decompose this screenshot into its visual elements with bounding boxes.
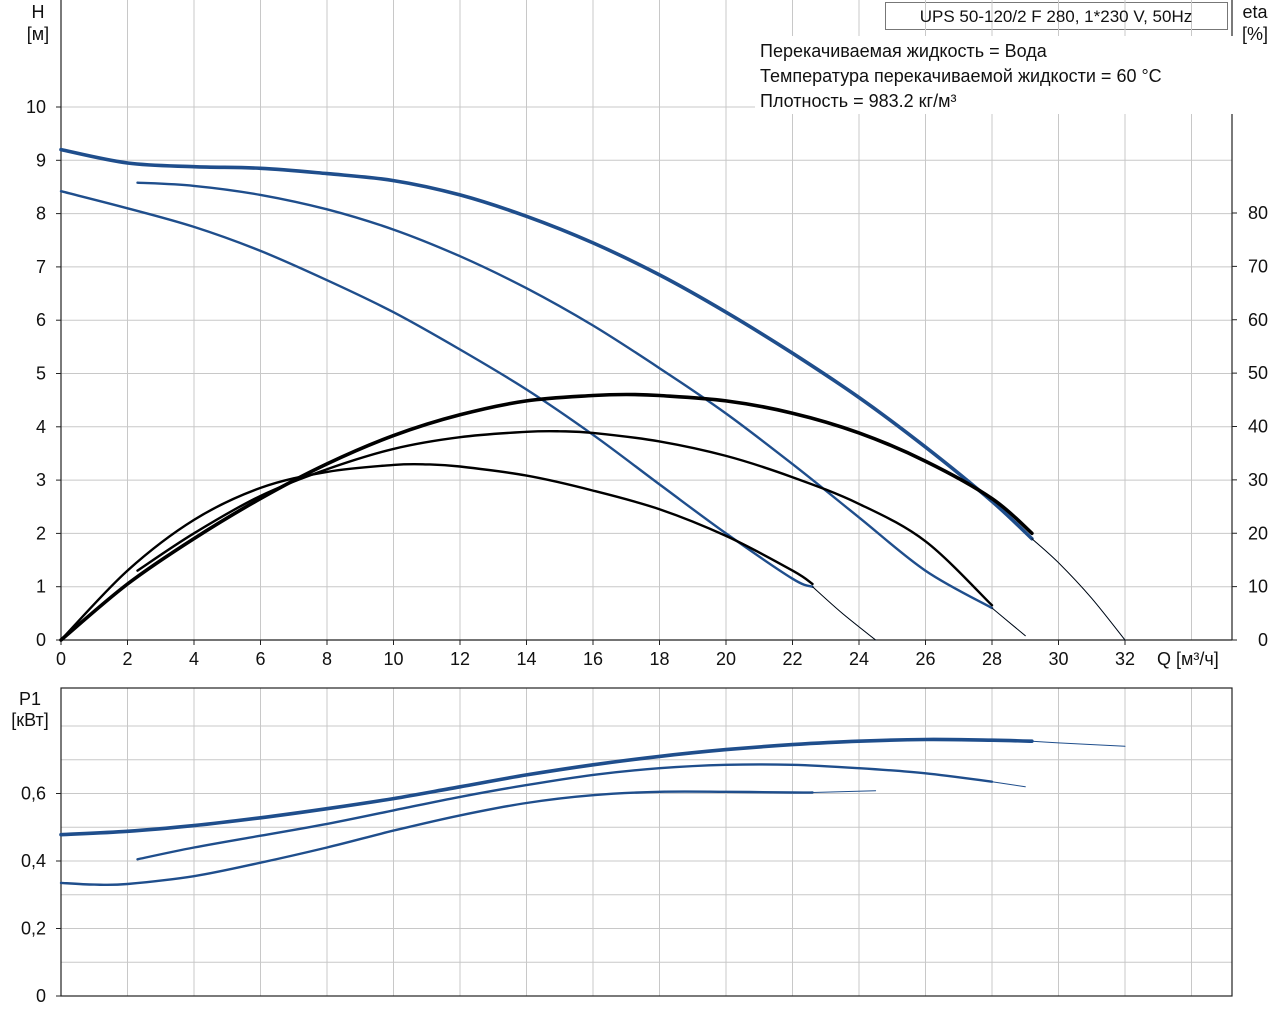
x-tick-label: 4 [189, 649, 199, 669]
head-curve-extension-outline-speed-1 [812, 586, 876, 641]
power-tick-label: 0,4 [21, 851, 46, 871]
x-tick-label: 18 [649, 649, 669, 669]
y-axis-label-symbol: H [32, 2, 45, 22]
power-plot-frame [60, 687, 1233, 997]
y2-tick-label: 60 [1248, 310, 1268, 330]
y-tick-label: 3 [36, 470, 46, 490]
x-tick-label: 22 [782, 649, 802, 669]
y-tick-label: 8 [36, 204, 46, 224]
model-title-box [885, 2, 1228, 30]
x-tick-label: 8 [322, 649, 332, 669]
head-curve-extension-speed-3 [1031, 538, 1126, 641]
y2-tick-label: 40 [1248, 417, 1268, 437]
y-tick-label: 6 [36, 310, 46, 330]
y2-axis-label-symbol: eta [1242, 2, 1268, 22]
efficiency-curve-speed-3 [59, 392, 1034, 642]
info-background [755, 36, 1233, 114]
power-tick-label: 0,2 [21, 919, 46, 939]
x-tick-label: 6 [255, 649, 265, 669]
power-axis-label-unit: [кВт] [11, 710, 49, 730]
x-tick-label: 32 [1115, 649, 1135, 669]
info-line-density: Плотность = 983.2 кг/м³ [760, 91, 956, 111]
model-title: UPS 50-120/2 F 280, 1*230 V, 50Hz [920, 7, 1193, 26]
y2-tick-label: 0 [1258, 630, 1268, 650]
y-tick-label: 10 [26, 97, 46, 117]
power-axis-label-symbol: P1 [19, 689, 41, 709]
head-curve-speed-2 [136, 181, 994, 610]
x-tick-label: 2 [122, 649, 132, 669]
y-tick-label: 4 [36, 417, 46, 437]
x-tick-label: 30 [1048, 649, 1068, 669]
y-tick-label: 9 [36, 150, 46, 170]
x-tick-label: 12 [450, 649, 470, 669]
info-line-fluid: Перекачиваемая жидкость = Вода [760, 41, 1048, 61]
power-tick-label: 0 [36, 986, 46, 1006]
info-line-temperature: Температура перекачиваемой жидкости = 60… [760, 66, 1162, 86]
x-tick-label: 0 [56, 649, 66, 669]
y-tick-label: 7 [36, 257, 46, 277]
y-tick-label: 2 [36, 523, 46, 543]
head-curve-speed-1 [59, 190, 814, 588]
y-tick-label: 0 [36, 630, 46, 650]
efficiency-curve-speed-2 [136, 429, 994, 607]
efficiency-curve-speed-1 [59, 462, 814, 642]
y-tick-label: 5 [36, 364, 46, 384]
x-tick-label: 14 [516, 649, 536, 669]
head-curve-speed-3 [59, 147, 1034, 541]
head-curve-extension-outline-speed-3 [1031, 538, 1126, 641]
x-tick-label: 26 [915, 649, 935, 669]
x-tick-label: 28 [982, 649, 1002, 669]
y2-tick-label: 50 [1248, 363, 1268, 383]
x-tick-label: 20 [716, 649, 736, 669]
x-tick-label: 10 [383, 649, 403, 669]
y-tick-label: 1 [36, 577, 46, 597]
power-curve-speed-1 [59, 790, 814, 887]
power-curve-extension-speed-3 [1031, 740, 1126, 747]
power-curve-speed-2 [136, 763, 994, 861]
y2-axis-label-unit: [%] [1242, 24, 1268, 44]
x-axis-label: Q [м³/ч] [1157, 649, 1219, 669]
power-curve-speed-3 [59, 737, 1034, 837]
y2-tick-label: 20 [1248, 523, 1268, 543]
power-curve-extension-speed-1 [812, 790, 877, 793]
fluid-info: Перекачиваемая жидкость = Вода Температу… [755, 36, 1233, 114]
x-tick-label: 24 [849, 649, 869, 669]
y2-tick-label: 10 [1248, 577, 1268, 597]
y-axis-label-unit: [м] [27, 24, 49, 44]
y2-tick-label: 30 [1248, 470, 1268, 490]
y2-tick-label: 70 [1248, 256, 1268, 276]
power-curve-extension-speed-2 [991, 781, 1026, 788]
y2-tick-label: 80 [1248, 203, 1268, 223]
x-tick-label: 16 [583, 649, 603, 669]
head-curve-extension-outline-speed-2 [991, 607, 1026, 637]
power-tick-label: 0,6 [21, 784, 46, 804]
